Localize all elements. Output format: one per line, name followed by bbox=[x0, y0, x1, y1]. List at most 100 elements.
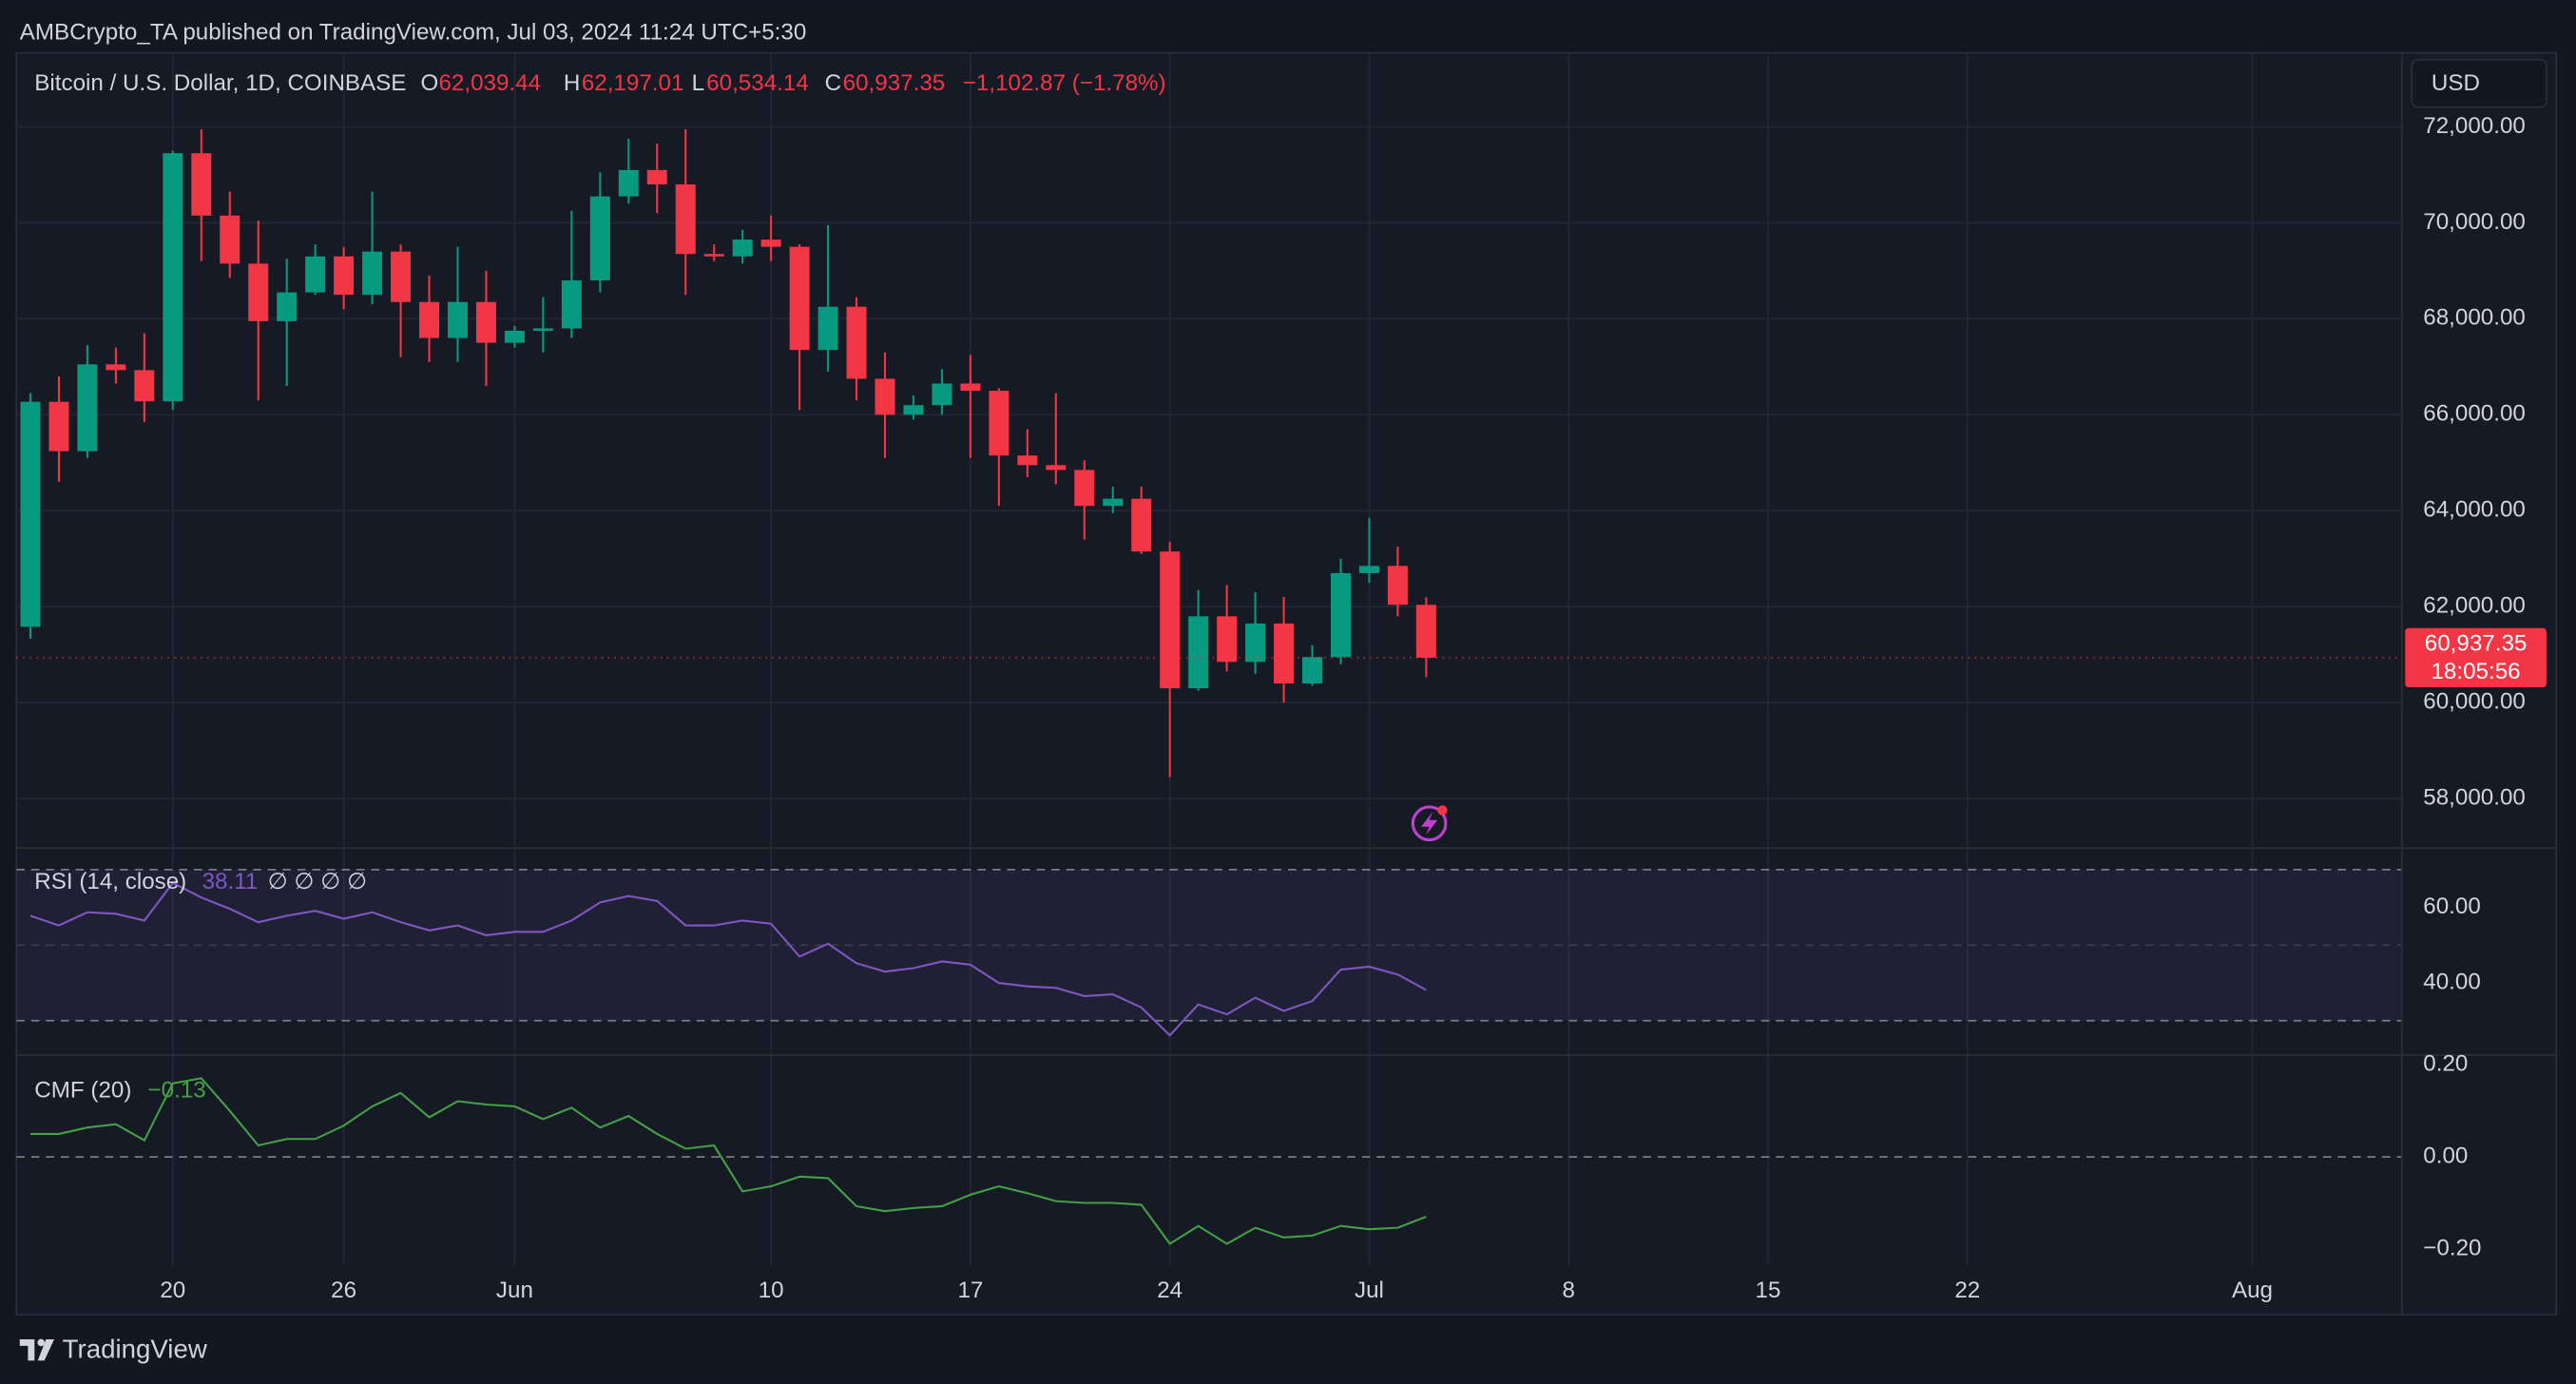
ohlc-value: 62,039.44 bbox=[438, 70, 541, 96]
candle-body bbox=[703, 254, 724, 257]
candle-body bbox=[419, 301, 440, 338]
price-change: −1,102.87 (−1.78%) bbox=[963, 70, 1166, 96]
indicator-line bbox=[29, 1077, 1427, 1245]
candle-body bbox=[1387, 566, 1408, 606]
candle-body bbox=[475, 301, 496, 343]
candle-body bbox=[618, 169, 639, 197]
rsi-value: 38.11 bbox=[202, 869, 259, 894]
x-tick-label: 17 bbox=[957, 1278, 983, 1303]
candle-body bbox=[1103, 498, 1124, 507]
candle-body bbox=[1017, 455, 1038, 466]
candle-body bbox=[134, 370, 155, 402]
candle-body bbox=[846, 306, 867, 379]
y-tick-label: 68,000.00 bbox=[2423, 305, 2526, 331]
candle-body bbox=[760, 240, 781, 247]
indicator-line bbox=[29, 881, 1427, 1037]
candle-body bbox=[960, 383, 981, 392]
y-tick-label: 0.20 bbox=[2423, 1051, 2468, 1077]
candle-body bbox=[277, 292, 298, 321]
x-tick-label: 22 bbox=[1954, 1278, 1980, 1303]
candle-body bbox=[1415, 605, 1436, 658]
candle-body bbox=[817, 306, 838, 351]
candle-body bbox=[1358, 566, 1379, 573]
x-tick-label: Jun bbox=[496, 1278, 533, 1303]
y-tick-label: 40.00 bbox=[2423, 969, 2481, 994]
candle-body bbox=[1245, 623, 1266, 663]
y-tick-label: 64,000.00 bbox=[2423, 497, 2526, 523]
chart-frame bbox=[15, 51, 2558, 1316]
x-tick-label: 24 bbox=[1157, 1278, 1182, 1303]
candle-body bbox=[191, 153, 212, 216]
x-tick-label: 8 bbox=[1563, 1278, 1575, 1303]
ohlc-value: 62,197.01 bbox=[582, 70, 684, 96]
x-tick-label: Jul bbox=[1355, 1278, 1384, 1303]
ohlc-key: H bbox=[564, 70, 580, 96]
candle-body bbox=[106, 364, 126, 371]
replay-icon[interactable] bbox=[1411, 805, 1448, 842]
grid bbox=[16, 52, 2402, 1266]
marks bbox=[20, 128, 1436, 1245]
brand-logo bbox=[19, 1338, 55, 1361]
countdown: 18:05:56 bbox=[2431, 659, 2520, 684]
candle-body bbox=[989, 391, 1009, 456]
price-tag: 60,937.35 18:05:56 bbox=[16, 627, 2547, 688]
symbol-title: Bitcoin / U.S. Dollar, 1D, COINBASE bbox=[34, 70, 406, 96]
candle-body bbox=[789, 246, 810, 351]
cmf-value: −0.13 bbox=[148, 1077, 206, 1103]
candle-body bbox=[561, 279, 582, 329]
candle-body bbox=[1274, 623, 1295, 684]
candle-body bbox=[589, 196, 610, 280]
y-tick-label: 0.00 bbox=[2423, 1144, 2468, 1169]
candle-body bbox=[1074, 470, 1095, 507]
candle-body bbox=[1046, 465, 1067, 471]
candle-body bbox=[20, 401, 41, 627]
ohlc-key: L bbox=[692, 70, 704, 96]
candle-body bbox=[1188, 616, 1209, 689]
last-price-box bbox=[2405, 627, 2547, 688]
y-tick-label: 60,000.00 bbox=[2423, 689, 2526, 715]
candle-body bbox=[391, 251, 412, 302]
candle-body bbox=[1160, 551, 1181, 689]
x-tick-label: 20 bbox=[160, 1278, 185, 1303]
y-tick-label: 72,000.00 bbox=[2423, 113, 2526, 139]
candle-body bbox=[875, 378, 895, 415]
candle-body bbox=[1302, 657, 1323, 684]
x-tick-label: 26 bbox=[331, 1278, 356, 1303]
y-tick-label: 62,000.00 bbox=[2423, 593, 2526, 619]
brand: TradingView bbox=[63, 1334, 208, 1363]
currency-button[interactable] bbox=[2411, 58, 2547, 108]
y-tick-label: −0.20 bbox=[2423, 1235, 2481, 1260]
candle-body bbox=[248, 263, 269, 321]
y-tick-label: 58,000.00 bbox=[2423, 785, 2526, 811]
candle-body bbox=[77, 364, 98, 452]
candle-body bbox=[504, 330, 525, 343]
candle-body bbox=[220, 215, 240, 264]
ohlc-key: O bbox=[420, 70, 438, 96]
x-tick-label: 10 bbox=[759, 1278, 784, 1303]
publisher: AMBCrypto_TA published on TradingView.co… bbox=[20, 19, 807, 45]
candle-body bbox=[1131, 498, 1152, 552]
ohlc-key: C bbox=[825, 70, 841, 96]
y-tick-label: 70,000.00 bbox=[2423, 209, 2526, 235]
candle-body bbox=[334, 256, 355, 296]
candle-body bbox=[675, 184, 696, 255]
last-price: 60,937.35 bbox=[2425, 630, 2528, 656]
currency[interactable]: USD bbox=[2432, 70, 2480, 96]
candle-body bbox=[163, 153, 183, 402]
ohlc-value: 60,534.14 bbox=[706, 70, 809, 96]
candle-body bbox=[646, 169, 667, 185]
x-tick-label: Aug bbox=[2232, 1278, 2273, 1303]
x-tick-label: 15 bbox=[1756, 1278, 1781, 1303]
rsi-flags: ∅ ∅ ∅ ∅ bbox=[268, 869, 367, 894]
y-tick-label: 66,000.00 bbox=[2423, 401, 2526, 427]
candle-body bbox=[362, 251, 383, 296]
candle-body bbox=[932, 383, 952, 406]
candle-body bbox=[1217, 616, 1238, 663]
candle-body bbox=[903, 405, 924, 415]
candle-body bbox=[732, 240, 753, 257]
y-tick-label: 60.00 bbox=[2423, 894, 2481, 919]
ohlc-value: 60,937.35 bbox=[843, 70, 946, 96]
cmf-legend: CMF (20) bbox=[34, 1077, 131, 1103]
